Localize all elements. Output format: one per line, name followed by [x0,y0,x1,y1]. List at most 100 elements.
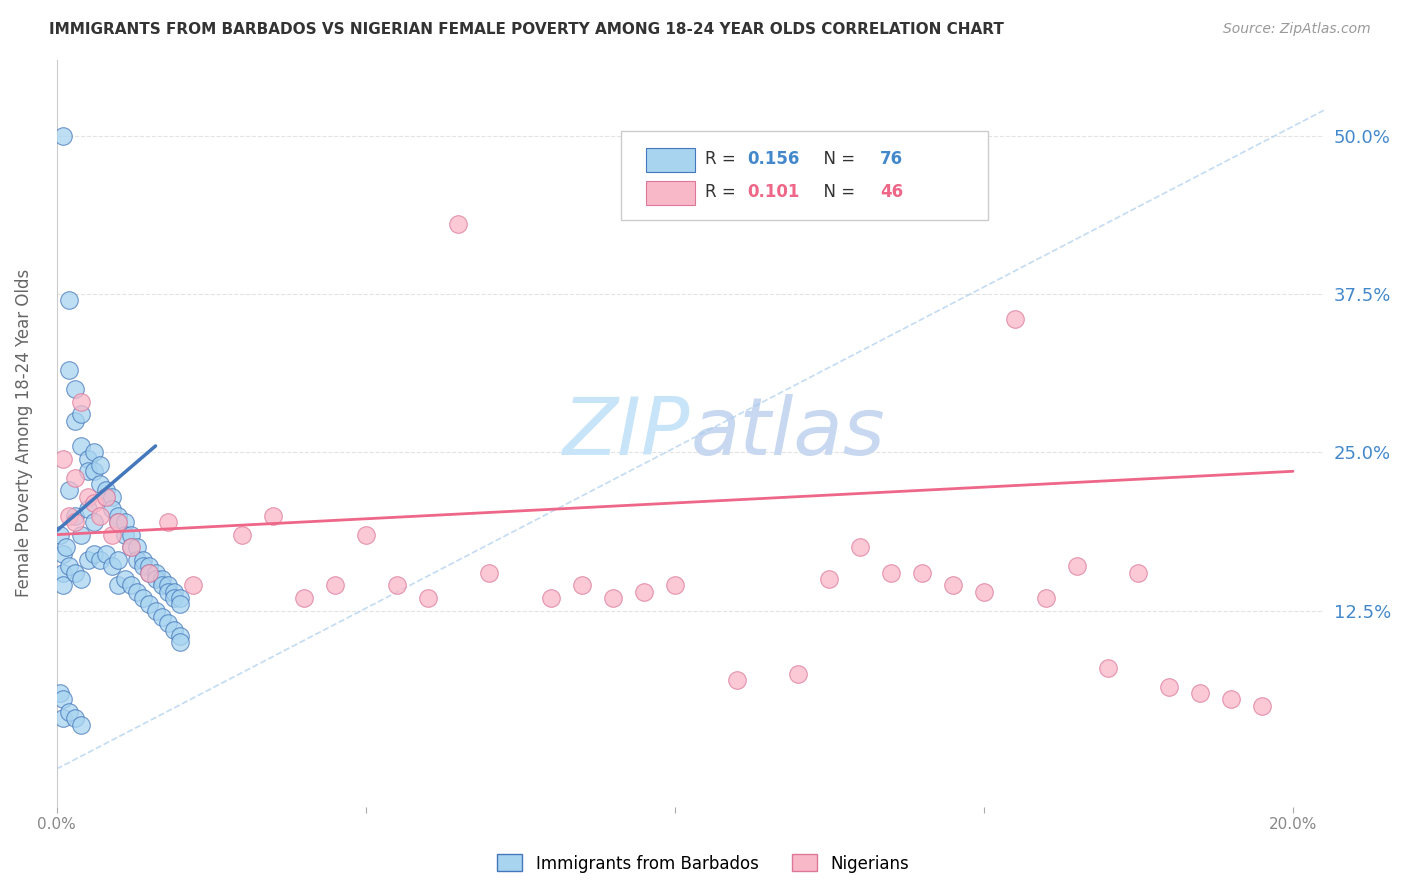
Point [52,451,75,466]
Point [89,477,111,491]
Point [1097,660,1119,674]
Point [1251,698,1274,713]
Point [478,566,501,580]
Point [231,527,253,541]
Point [83,547,105,561]
Text: 0.101: 0.101 [747,183,800,201]
Point [58,293,80,308]
Point [125,541,148,555]
Point [725,673,748,688]
Point [120,541,142,555]
Point [323,578,346,592]
Point [63,382,86,396]
Point [169,635,191,649]
Point [48,686,70,700]
Point [1128,566,1150,580]
Point [76,451,98,466]
Point [145,604,167,618]
Point [973,584,995,599]
Point [787,667,810,681]
Point [101,559,124,574]
Point [156,616,179,631]
Point [70,394,93,409]
Point [664,578,686,592]
Point [132,553,155,567]
Point [58,705,80,719]
Text: R =: R = [706,150,741,168]
Point [52,566,75,580]
Point [1220,692,1243,706]
Text: R =: R = [706,183,741,201]
Point [94,490,117,504]
Point [169,591,191,605]
Point [83,515,105,529]
Legend: Immigrants from Barbados, Nigerians: Immigrants from Barbados, Nigerians [491,847,915,880]
Point [107,508,129,523]
Point [76,464,98,478]
Point [70,527,93,541]
Point [52,128,75,143]
Point [120,527,142,541]
Point [292,591,315,605]
Point [1035,591,1057,605]
Point [58,559,80,574]
Point [83,445,105,459]
Point [58,363,80,377]
Point [540,591,562,605]
Point [107,578,129,592]
Point [63,508,86,523]
Point [76,502,98,516]
Text: atlas: atlas [690,394,884,472]
Point [169,629,191,643]
Point [1159,680,1181,694]
Point [849,541,872,555]
FancyBboxPatch shape [620,130,988,220]
Point [145,572,167,586]
Point [1189,686,1212,700]
Point [163,623,186,637]
Point [163,584,186,599]
Point [114,527,136,541]
Point [70,407,93,421]
Point [132,591,155,605]
Point [76,490,98,504]
Point [571,578,593,592]
Point [70,717,93,731]
Point [52,578,75,592]
Point [52,692,75,706]
Point [385,578,408,592]
Point [138,597,160,611]
Text: 76: 76 [880,150,904,168]
Point [101,527,124,541]
Point [48,527,70,541]
Point [150,610,173,624]
Point [447,217,470,231]
Point [125,584,148,599]
Point [89,508,111,523]
Point [107,553,129,567]
Point [145,566,167,580]
Point [94,490,117,504]
Point [354,527,377,541]
Point [156,584,179,599]
Text: 0.156: 0.156 [747,150,800,168]
Point [150,572,173,586]
Point [70,572,93,586]
Point [52,711,75,725]
Text: N =: N = [813,183,860,201]
Point [1004,312,1026,326]
Text: IMMIGRANTS FROM BARBADOS VS NIGERIAN FEMALE POVERTY AMONG 18-24 YEAR OLDS CORREL: IMMIGRANTS FROM BARBADOS VS NIGERIAN FEM… [49,22,1004,37]
Point [138,566,160,580]
Point [132,559,155,574]
Point [63,470,86,484]
Point [114,572,136,586]
Point [120,541,142,555]
Point [63,414,86,428]
Point [1066,559,1088,574]
Point [120,578,142,592]
Text: ZIP: ZIP [562,394,690,472]
Point [94,483,117,498]
Point [76,553,98,567]
Point [58,483,80,498]
Point [55,541,77,555]
